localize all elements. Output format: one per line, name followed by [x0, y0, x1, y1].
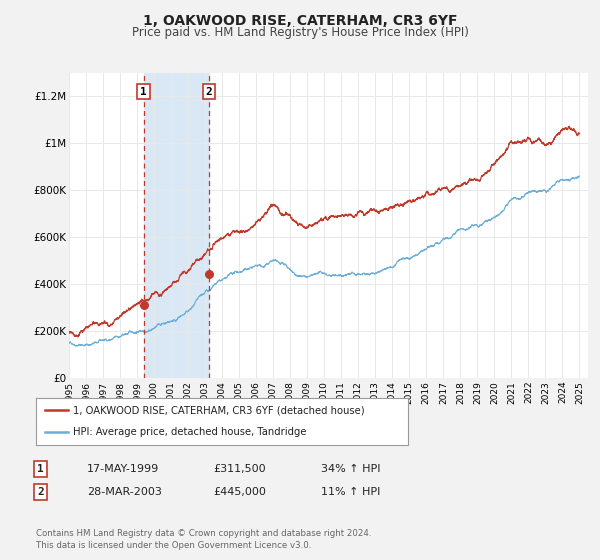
Text: 17-MAY-1999: 17-MAY-1999 — [87, 464, 159, 474]
Text: 1, OAKWOOD RISE, CATERHAM, CR3 6YF: 1, OAKWOOD RISE, CATERHAM, CR3 6YF — [143, 14, 457, 28]
Point — [205, 269, 214, 278]
Point — [139, 300, 148, 309]
Text: Contains HM Land Registry data © Crown copyright and database right 2024.: Contains HM Land Registry data © Crown c… — [36, 529, 371, 538]
Text: This data is licensed under the Open Government Licence v3.0.: This data is licensed under the Open Gov… — [36, 542, 311, 550]
Text: 1: 1 — [37, 464, 44, 474]
Text: Price paid vs. HM Land Registry's House Price Index (HPI): Price paid vs. HM Land Registry's House … — [131, 26, 469, 39]
Text: 1, OAKWOOD RISE, CATERHAM, CR3 6YF (detached house): 1, OAKWOOD RISE, CATERHAM, CR3 6YF (deta… — [73, 405, 365, 416]
Text: 2: 2 — [37, 487, 44, 497]
Text: £445,000: £445,000 — [213, 487, 266, 497]
Text: 11% ↑ HPI: 11% ↑ HPI — [321, 487, 380, 497]
Text: 1: 1 — [140, 87, 147, 96]
Text: HPI: Average price, detached house, Tandridge: HPI: Average price, detached house, Tand… — [73, 427, 307, 437]
Text: 2: 2 — [206, 87, 212, 96]
Text: 28-MAR-2003: 28-MAR-2003 — [87, 487, 162, 497]
Bar — [143, 73, 209, 378]
Text: 34% ↑ HPI: 34% ↑ HPI — [321, 464, 380, 474]
Text: £311,500: £311,500 — [213, 464, 266, 474]
